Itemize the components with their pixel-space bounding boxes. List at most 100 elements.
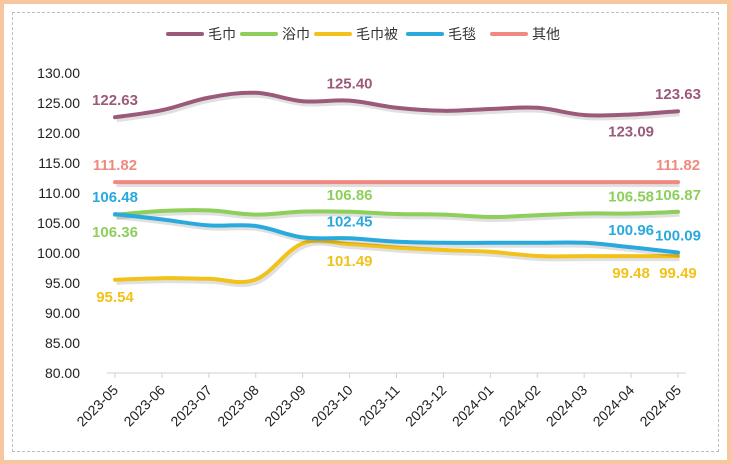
data-point: [160, 210, 163, 213]
data-point: [348, 237, 351, 240]
x-tick-label: 2023-08: [214, 382, 262, 430]
data-point: [536, 214, 539, 217]
data-point: [160, 181, 163, 184]
x-tick-label: 2024-01: [449, 382, 497, 430]
data-point: [442, 181, 445, 184]
x-tick-label: 2024-02: [496, 382, 544, 430]
data-point: [677, 181, 680, 184]
data-point: [207, 224, 210, 227]
data-label: 106.58: [608, 189, 654, 206]
legend-label: 毛巾: [208, 27, 236, 43]
x-tick-label: 2023-07: [167, 382, 215, 430]
data-point: [254, 181, 257, 184]
data-point: [254, 278, 257, 281]
data-point: [301, 181, 304, 184]
data-point: [583, 241, 586, 244]
data-point: [395, 213, 398, 216]
data-label: 111.82: [93, 157, 137, 174]
y-tick-label: 125.00: [37, 95, 80, 111]
x-tick-label: 2023-09: [261, 382, 309, 430]
data-point: [630, 255, 633, 258]
data-point: [489, 241, 492, 244]
data-point: [630, 181, 633, 184]
y-tick-label: 85.00: [45, 335, 80, 351]
series-line: [113, 208, 680, 220]
data-point: [677, 110, 680, 113]
data-point: [160, 277, 163, 280]
data-label: 106.87: [655, 187, 701, 204]
data-point: [583, 114, 586, 117]
data-label: 123.09: [608, 123, 654, 140]
data-point: [114, 278, 117, 281]
series-shadow: [116, 92, 680, 123]
data-label: 106.36: [92, 224, 138, 241]
data-point: [442, 249, 445, 252]
x-tick-label: 2024-05: [636, 382, 684, 430]
data-point: [207, 209, 210, 212]
legend: 毛巾 浴巾 毛巾被 毛毯 其他: [166, 27, 560, 43]
y-tick-label: 90.00: [45, 305, 80, 321]
series-shadow: [116, 214, 680, 258]
data-point: [583, 255, 586, 258]
data-point: [489, 250, 492, 253]
data-label: 101.49: [327, 253, 373, 270]
data-point: [207, 181, 210, 184]
data-point: [395, 240, 398, 243]
data-label: 100.96: [608, 222, 654, 239]
data-point: [630, 212, 633, 215]
legend-label: 浴巾: [282, 27, 310, 43]
x-axis: 2023-05 2023-06 2023-07 2023-08 2023-09 2023-…: [73, 372, 686, 430]
data-point: [677, 251, 680, 254]
data-point: [254, 91, 257, 94]
data-label: 95.54: [96, 289, 134, 306]
data-point: [160, 109, 163, 112]
y-tick-label: 110.00: [38, 185, 80, 201]
series-shadow: [116, 210, 680, 223]
data-point: [677, 210, 680, 213]
data-label: 125.40: [327, 76, 373, 93]
x-tick-label: 2023-05: [73, 382, 121, 430]
data-point: [489, 181, 492, 184]
data-point: [630, 246, 633, 249]
x-tick-label: 2023-11: [356, 382, 403, 429]
data-point: [301, 210, 304, 213]
data-label: 99.49: [659, 265, 697, 282]
data-point: [536, 255, 539, 258]
data-point: [583, 212, 586, 215]
data-point: [536, 241, 539, 244]
x-tick-label: 2024-03: [543, 382, 591, 430]
data-point: [442, 213, 445, 216]
series-shadow: [116, 240, 680, 288]
x-tick-label: 2023-06: [120, 382, 168, 430]
y-tick-label: 105.00: [37, 215, 80, 231]
y-tick-label: 100.00: [37, 245, 80, 261]
series-lines: [113, 90, 680, 288]
data-point: [160, 218, 163, 221]
data-point: [254, 225, 257, 228]
x-tick-label: 2023-10: [308, 382, 356, 430]
data-point: [630, 113, 633, 116]
data-label: 100.09: [655, 227, 701, 244]
data-point: [114, 213, 117, 216]
y-tick-label: 120.00: [37, 125, 80, 141]
data-labels: 122.63 125.40 123.09 123.63 106.36 106.86 106.…: [92, 76, 701, 306]
series-line: [113, 238, 680, 285]
legend-label: 毛巾被: [356, 27, 398, 43]
chart-inner-border: [12, 12, 719, 452]
legend-label: 其他: [532, 27, 560, 43]
data-point: [254, 213, 257, 216]
x-tick-label: 2023-12: [402, 382, 450, 430]
data-label: 106.48: [92, 189, 138, 206]
data-point: [395, 106, 398, 109]
data-point: [536, 106, 539, 109]
data-point: [489, 108, 492, 111]
data-label: 106.86: [327, 187, 373, 204]
series-line: [113, 212, 680, 255]
y-tick-label: 80.00: [45, 365, 80, 381]
data-point: [442, 241, 445, 244]
data-point: [489, 216, 492, 219]
data-point: [348, 181, 351, 184]
data-point: [114, 181, 117, 184]
